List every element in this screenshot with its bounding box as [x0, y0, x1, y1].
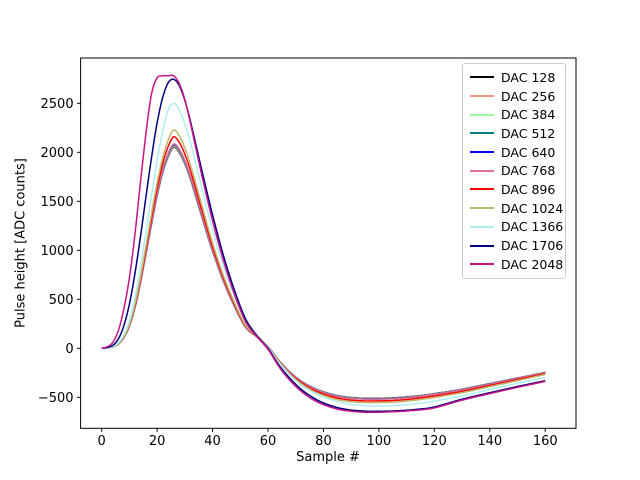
legend-label: DAC 768	[501, 163, 556, 179]
x-tick-label-160: 160	[533, 434, 558, 449]
y-tick-label-0: 0	[65, 342, 73, 357]
y-tick-label-500: 500	[49, 293, 74, 308]
legend-line-swatch	[470, 132, 494, 135]
axes-frame	[80, 57, 577, 429]
y-tick-label-2000: 2000	[41, 146, 74, 161]
legend-line-swatch	[470, 169, 494, 172]
legend-line-swatch	[470, 113, 494, 116]
legend-line-swatch	[470, 76, 494, 79]
x-tick-label-40: 40	[204, 434, 221, 449]
legend-item-dac-768: DAC 768	[470, 161, 559, 180]
legend: DAC 128 DAC 256 DAC 384 DAC 512 DAC 640 DAC 7…	[462, 63, 566, 279]
legend-label: DAC 1366	[501, 219, 564, 235]
axis-ticks: 0 20 40 60 80 100 120 140 160 −500 0 500 1000 1500 200…	[38, 97, 558, 449]
legend-label: DAC 512	[501, 125, 556, 141]
x-tick-label-80: 80	[315, 434, 332, 449]
legend-item-dac-896: DAC 896	[470, 180, 559, 199]
legend-item-dac-1706: DAC 1706	[470, 236, 563, 255]
legend-item-dac-1024: DAC 1024	[470, 199, 563, 218]
series-line-dac-2048	[101, 74, 546, 414]
legend-line-swatch	[470, 263, 494, 266]
legend-item-dac-1366: DAC 1366	[470, 218, 563, 237]
series-group	[101, 74, 546, 414]
legend-item-dac-256: DAC 256	[470, 87, 559, 106]
legend-line-swatch	[470, 95, 494, 98]
legend-line-swatch	[470, 225, 494, 228]
legend-label: DAC 1024	[501, 200, 564, 216]
legend-item-dac-2048: DAC 2048	[470, 255, 563, 274]
legend-line-swatch	[470, 151, 494, 154]
legend-line-swatch	[470, 188, 494, 191]
legend-label: DAC 1706	[501, 238, 564, 254]
y-tick-label--500: −500	[38, 391, 74, 406]
legend-item-dac-512: DAC 512	[470, 124, 559, 143]
x-tick-label-0: 0	[98, 434, 106, 449]
x-tick-label-120: 120	[422, 434, 447, 449]
y-tick-label-1500: 1500	[41, 195, 74, 210]
legend-label: DAC 256	[501, 88, 556, 104]
legend-line-swatch	[470, 244, 494, 247]
y-tick-label-1000: 1000	[41, 244, 74, 259]
series-line-dac-1706	[101, 78, 546, 413]
legend-label: DAC 896	[501, 181, 556, 197]
legend-label: DAC 384	[501, 107, 556, 123]
series-line-dac-1366	[101, 102, 546, 407]
x-axis-label: Sample #	[296, 450, 360, 465]
y-tick-label-2500: 2500	[41, 97, 74, 112]
x-tick-label-60: 60	[260, 434, 277, 449]
legend-item-dac-384: DAC 384	[470, 105, 559, 124]
legend-label: DAC 128	[501, 69, 556, 85]
series-line-dac-1024	[101, 129, 546, 404]
y-axis-label: Pulse height [ADC counts]	[13, 158, 29, 328]
legend-item-dac-640: DAC 640	[470, 143, 559, 162]
x-tick-label-140: 140	[477, 434, 502, 449]
legend-label: DAC 640	[501, 144, 556, 160]
legend-label: DAC 2048	[501, 256, 564, 272]
legend-item-dac-128: DAC 128	[470, 68, 559, 87]
legend-line-swatch	[470, 207, 494, 210]
x-tick-label-20: 20	[149, 434, 166, 449]
x-tick-label-100: 100	[366, 434, 391, 449]
